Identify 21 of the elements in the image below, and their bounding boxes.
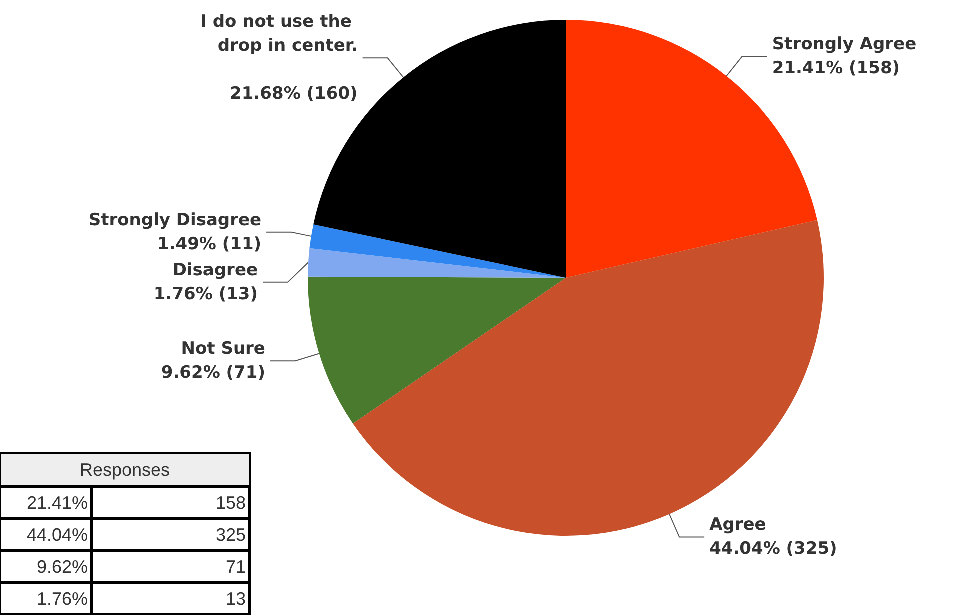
text: 325 [216, 525, 246, 545]
data-label: 44.04% (325) [710, 539, 838, 560]
text: 1.76% [36, 589, 88, 609]
text: 71 [226, 557, 246, 577]
text: 9.62% [36, 557, 88, 577]
text: Responses [80, 460, 170, 480]
slice-label: I do not use the drop in center. [200, 12, 358, 56]
data-label: 21.68% (160) [230, 84, 358, 104]
slice-label: Strongly Disagree [88, 210, 262, 230]
text: 158 [216, 493, 246, 513]
data-label: 1.76% (13) [154, 284, 258, 304]
text: 21.41% [26, 493, 88, 513]
slice-label: Disagree [172, 260, 258, 280]
data-label: 21.41% (158) [772, 58, 900, 79]
data-label: 9.62% (71) [161, 363, 266, 384]
slice-label: Agree [710, 515, 766, 536]
data-label: 1.49% (11) [157, 234, 262, 254]
text: 13 [226, 589, 246, 609]
text: 44.04% [26, 525, 88, 545]
slice-label: Strongly Agree [772, 34, 917, 55]
slice-label: Not Sure [181, 339, 266, 360]
